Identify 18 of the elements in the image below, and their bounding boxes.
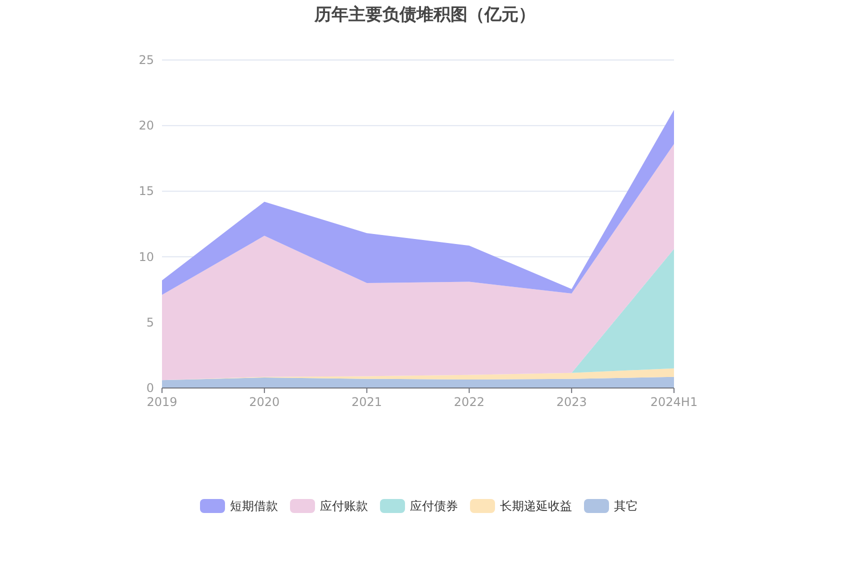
legend-label: 其它 — [614, 499, 638, 513]
x-tick-label: 2024H1 — [650, 395, 698, 409]
y-tick-label: 25 — [138, 53, 154, 67]
legend-label: 应付债券 — [410, 499, 458, 513]
y-tick-label: 15 — [138, 184, 154, 198]
x-tick-label: 2023 — [556, 395, 587, 409]
y-tick-label: 20 — [138, 118, 154, 133]
legend-label: 长期递延收益 — [500, 499, 572, 513]
chart-title: 历年主要负债堆积图（亿元） — [314, 5, 536, 25]
legend-label: 短期借款 — [230, 499, 278, 513]
y-tick-label: 0 — [146, 381, 154, 395]
legend-label: 应付账款 — [320, 499, 368, 513]
x-tick-label: 2022 — [454, 395, 484, 409]
y-tick-label: 10 — [138, 250, 154, 264]
x-tick-label: 2019 — [146, 395, 178, 409]
x-tick-label: 2021 — [352, 395, 382, 409]
x-tick-label: 2020 — [249, 395, 280, 409]
y-tick-label: 5 — [146, 315, 154, 330]
